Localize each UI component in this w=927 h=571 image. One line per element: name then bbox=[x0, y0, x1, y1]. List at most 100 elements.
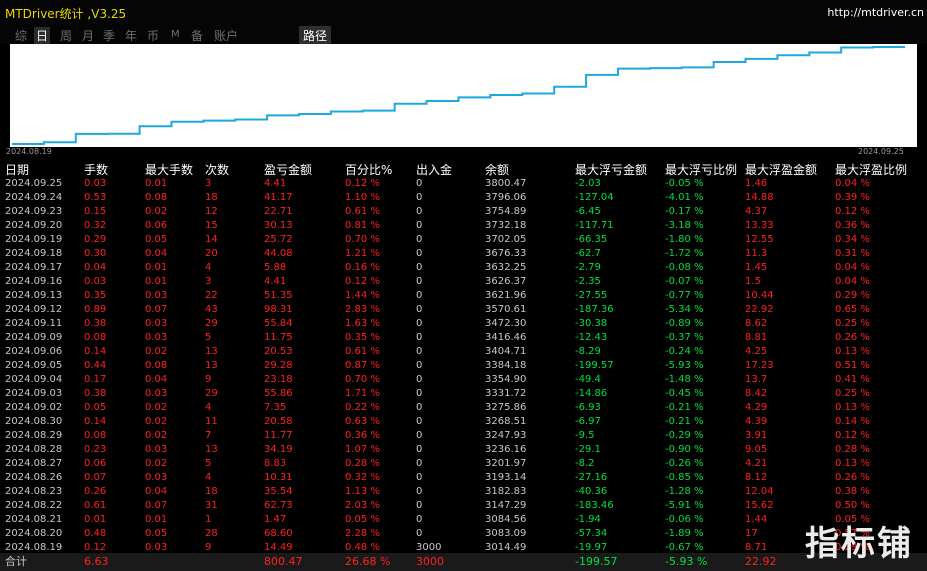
cell-balance: 3147.29 bbox=[485, 500, 527, 511]
cell-max-float-loss-pct: -0.17 % bbox=[665, 206, 704, 217]
tab-day[interactable]: 日 bbox=[34, 27, 51, 44]
cell-max-lots: 0.03 bbox=[145, 290, 168, 301]
cell-max-float-profit: 1.46 bbox=[745, 178, 768, 189]
cell-max-float-profit: 8.71 bbox=[745, 542, 768, 553]
cell-date: 2024.09.12 bbox=[5, 304, 63, 315]
cell-balance: 3732.18 bbox=[485, 220, 527, 231]
cell-max-float-profit-pct: 0.51 % bbox=[835, 360, 870, 371]
tab-month[interactable]: 月 bbox=[82, 29, 95, 43]
cell-percent: 0.32 % bbox=[345, 472, 380, 483]
tab-magic[interactable]: M bbox=[171, 29, 180, 40]
cell-max-float-profit-pct: 0.25 % bbox=[835, 388, 870, 399]
cell-max-lots: 0.06 bbox=[145, 220, 168, 231]
cell-balance: 3354.90 bbox=[485, 374, 527, 385]
cell-max-float-profit-pct: 0.13 % bbox=[835, 458, 870, 469]
cell-profit: 22.71 bbox=[264, 206, 293, 217]
cell-max-float-profit: 13.33 bbox=[745, 220, 774, 231]
equity-chart-plot bbox=[10, 44, 917, 147]
cell-lots: 0.05 bbox=[84, 402, 107, 413]
cell-profit: 5.88 bbox=[264, 262, 287, 273]
cell-lots: 0.35 bbox=[84, 290, 107, 301]
cell-max-lots: 0.02 bbox=[145, 206, 168, 217]
cell-max-lots: 0.03 bbox=[145, 444, 168, 455]
cell-max-lots: 0.03 bbox=[145, 388, 168, 399]
cell-max-float-profit-pct: 0.13 % bbox=[835, 346, 870, 357]
chart-end-date: 2024.09.25 bbox=[858, 147, 904, 156]
cell-balance: 3754.89 bbox=[485, 206, 527, 217]
cell-max-float-profit: 8.12 bbox=[745, 472, 768, 483]
tab-symbol[interactable]: 币 bbox=[147, 29, 160, 43]
cell-max-float-profit-pct: 0.26 % bbox=[835, 332, 870, 343]
cell-max-lots: 0.01 bbox=[145, 514, 168, 525]
cell-deposit: 0 bbox=[416, 486, 423, 497]
cell-profit: 11.75 bbox=[264, 332, 293, 343]
table-row: 2024.08.21 0.01 0.01 1 1.47 0.05 % 0 3084.56 -1.… bbox=[0, 513, 927, 527]
cell-max-float-loss-pct: -0.21 % bbox=[665, 416, 704, 427]
tab-summary[interactable]: 综 bbox=[15, 29, 28, 43]
cell-date: 2024.08.30 bbox=[5, 416, 63, 427]
cell-max-float-profit: 4.29 bbox=[745, 402, 768, 413]
table-row: 2024.09.25 0.03 0.01 3 4.41 0.12 % 0 3800.47 -2.… bbox=[0, 177, 927, 191]
cell-lots: 0.17 bbox=[84, 374, 107, 385]
cell-deposit: 0 bbox=[416, 388, 423, 399]
cell-max-float-profit-pct: 0.25 % bbox=[835, 318, 870, 329]
cell-percent: 2.03 % bbox=[345, 500, 380, 511]
cell-percent: 0.63 % bbox=[345, 416, 380, 427]
table-row: 2024.08.22 0.61 0.07 31 62.73 2.03 % 0 3147.29 -… bbox=[0, 499, 927, 513]
cell-profit: 11.77 bbox=[264, 430, 293, 441]
cell-max-float-loss-pct: -0.77 % bbox=[665, 290, 704, 301]
cell-max-float-profit-pct: 0.26 % bbox=[835, 472, 870, 483]
cell-deposit: 0 bbox=[416, 220, 423, 231]
tab-quarter[interactable]: 季 bbox=[103, 29, 116, 43]
tab-note[interactable]: 备 bbox=[191, 29, 204, 43]
total-max-float-loss: -199.57 bbox=[575, 555, 618, 568]
cell-deposit: 0 bbox=[416, 192, 423, 203]
cell-trades: 13 bbox=[205, 444, 218, 455]
table-row: 2024.09.03 0.38 0.03 29 55.86 1.71 % 0 3331.72 -… bbox=[0, 387, 927, 401]
cell-max-lots: 0.02 bbox=[145, 402, 168, 413]
cell-balance: 3404.71 bbox=[485, 346, 527, 357]
cell-max-float-loss-pct: -0.26 % bbox=[665, 458, 704, 469]
cell-date: 2024.08.19 bbox=[5, 542, 63, 553]
header-max-float-profit: 最大浮盈金额 bbox=[745, 163, 818, 177]
table-row: 2024.09.02 0.05 0.02 4 7.35 0.22 % 0 3275.86 -6.… bbox=[0, 401, 927, 415]
cell-lots: 0.08 bbox=[84, 430, 107, 441]
cell-deposit: 0 bbox=[416, 304, 423, 315]
cell-max-float-loss-pct: -0.89 % bbox=[665, 318, 704, 329]
tab-week[interactable]: 周 bbox=[60, 29, 73, 43]
tab-account[interactable]: 账户 bbox=[214, 29, 239, 43]
cell-trades: 13 bbox=[205, 346, 218, 357]
total-percent: 26.68 % bbox=[345, 555, 391, 568]
equity-point bbox=[696, 66, 699, 69]
cell-trades: 4 bbox=[205, 402, 212, 413]
cell-max-lots: 0.03 bbox=[145, 472, 168, 483]
cell-profit: 10.31 bbox=[264, 472, 293, 483]
tab-year[interactable]: 年 bbox=[125, 29, 138, 43]
cell-lots: 0.14 bbox=[84, 346, 107, 357]
cell-trades: 5 bbox=[205, 458, 212, 469]
cell-date: 2024.09.03 bbox=[5, 388, 63, 399]
cell-lots: 0.14 bbox=[84, 416, 107, 427]
cell-max-float-profit-pct: 0.12 % bbox=[835, 430, 870, 441]
cell-max-float-profit: 11.3 bbox=[745, 248, 768, 259]
cell-deposit: 0 bbox=[416, 444, 423, 455]
cell-lots: 0.08 bbox=[84, 332, 107, 343]
table-row: 2024.09.18 0.30 0.04 20 44.08 1.21 % 0 3676.33 -… bbox=[0, 247, 927, 261]
cell-deposit: 0 bbox=[416, 402, 423, 413]
cell-profit: 4.41 bbox=[264, 276, 287, 287]
cell-profit: 34.19 bbox=[264, 444, 293, 455]
site-url-link[interactable]: http://mtdriver.cn bbox=[827, 6, 924, 19]
cell-balance: 3416.46 bbox=[485, 332, 527, 343]
cell-profit: 29.28 bbox=[264, 360, 293, 371]
cell-profit: 4.41 bbox=[264, 178, 287, 189]
cell-profit: 51.35 bbox=[264, 290, 293, 301]
tab-route[interactable]: 路径 bbox=[299, 26, 332, 45]
cell-max-float-profit-pct: 0.29 % bbox=[835, 542, 870, 553]
cell-max-lots: 0.04 bbox=[145, 486, 168, 497]
cell-max-lots: 0.03 bbox=[145, 318, 168, 329]
cell-balance: 3236.16 bbox=[485, 444, 527, 455]
cell-lots: 0.38 bbox=[84, 318, 107, 329]
cell-max-float-loss: -30.38 bbox=[575, 318, 608, 329]
cell-max-float-profit: 8.62 bbox=[745, 318, 768, 329]
cell-date: 2024.08.26 bbox=[5, 472, 63, 483]
